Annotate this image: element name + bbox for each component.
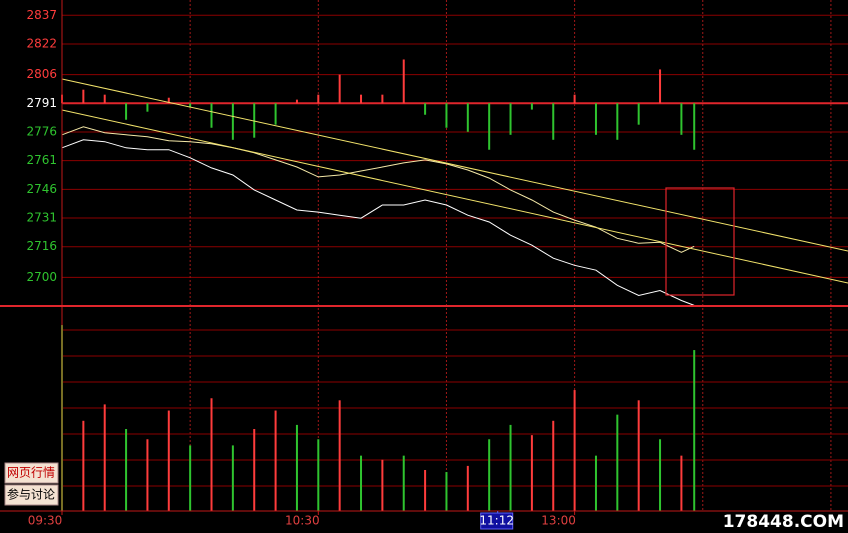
price-line [61,139,695,306]
x-tick-label: 09:30 [28,514,63,528]
volume-bar [509,424,512,511]
volume-bar [616,414,619,511]
button-label[interactable]: 网页行情 [7,466,55,480]
volume-bar [103,404,106,511]
volume-bar [317,439,320,511]
highlight-box [665,187,735,296]
volume-bar [693,350,696,511]
trend-line [61,109,848,284]
volume-bar [146,439,149,511]
watermark: 178448.COM [723,512,844,532]
button[interactable] [4,484,59,506]
cursor-label: 11:12 [479,514,514,528]
volume-bar [274,410,277,511]
y-tick-label: 2716 [26,239,57,253]
cursor-box [480,512,514,530]
volume-bar [167,410,170,511]
volume-bar [231,445,234,511]
volume-bar [680,455,683,511]
y-tick-label: 2791 [26,96,57,110]
volume-bar [637,400,640,511]
volume-bar [530,435,533,511]
volume-bar [338,400,341,511]
volume-bar [488,439,491,511]
volume-bar [360,455,363,511]
y-tick-label: 2776 [26,124,57,138]
y-tick-label: 2731 [26,211,57,225]
volume-bar [125,429,128,511]
volume-bar [552,420,555,511]
volume-bar [210,398,213,511]
button-label[interactable]: 参与讨论 [7,487,55,502]
y-tick-label: 2700 [26,270,57,284]
trend-line [61,78,848,252]
volume-bar [253,429,256,511]
volume-bar [82,420,85,511]
y-tick-label: 2837 [26,8,57,22]
volume-bar [445,472,448,511]
y-tick-label: 2822 [26,36,57,50]
y-tick-label: 2806 [26,67,57,81]
button[interactable] [4,462,59,484]
y-tick-label: 2761 [26,153,57,167]
y-tick-label: 2746 [26,182,57,196]
volume-bar [659,439,662,511]
volume-bar [466,465,469,511]
x-tick-label: 10:30 [285,514,320,528]
volume-bar [295,424,298,511]
volume-bar [594,455,597,511]
volume-bar [381,459,384,511]
labels: 2837 2822 2806 2791 2776 2761 2746 2731 2716 2700… [26,8,576,530]
volume-bar [573,390,576,511]
volume-bar [424,470,427,511]
volume-grid [62,329,848,487]
volume-bar [402,455,405,511]
volume-bar [189,445,192,511]
x-tick-label: 13:00 [541,514,576,528]
